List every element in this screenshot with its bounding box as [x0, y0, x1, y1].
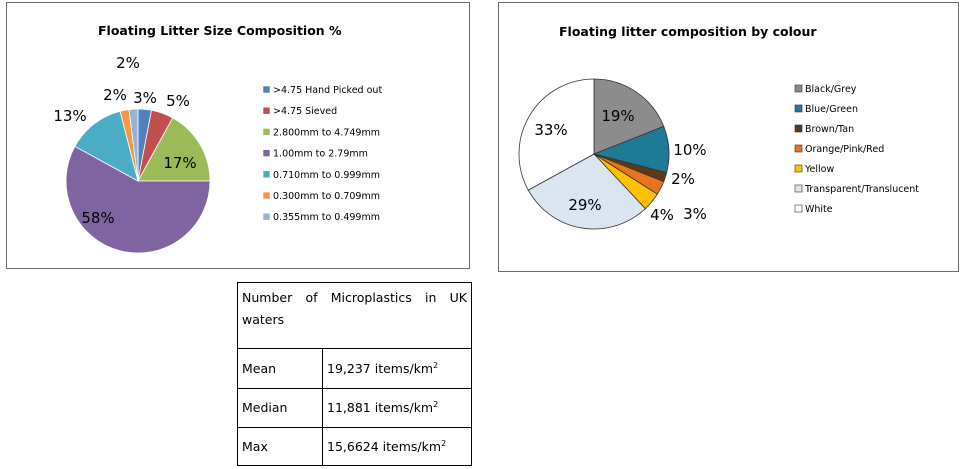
- pie-slice-0-710mm-to-0-999mm: [74, 110, 139, 182]
- colour-composition-chart: Floating litter composition by colour 19…: [498, 2, 959, 272]
- data-label: 5%: [166, 92, 190, 110]
- legend-swatch: [794, 184, 803, 193]
- row-label: Mean: [237, 348, 323, 389]
- data-label: 2%: [103, 86, 127, 104]
- legend-swatch: [794, 164, 803, 173]
- header-word: Number: [242, 290, 293, 305]
- header-word: Microplastics: [330, 290, 412, 305]
- legend-entry: Transparent/Translucent: [804, 184, 919, 195]
- legend-entry: 0.355mm to 0.499mm: [273, 212, 380, 223]
- colour-pie-svg: 19% 10% 2% 3% 4% 29% 33% Black/Grey Blue/Green Br…: [518, 78, 919, 230]
- size-pie-svg: 3% 5% 17% 58% 13% 2% 2% >4.75 Hand Picked out >4…: [53, 54, 382, 254]
- data-label: 29%: [568, 196, 601, 214]
- data-label: 2%: [671, 170, 695, 188]
- legend-swatch: [262, 149, 271, 157]
- data-label: 58%: [81, 209, 114, 227]
- pie-slice-black-grey: [593, 78, 665, 155]
- legend-swatch: [262, 191, 271, 200]
- legend-swatch: [794, 84, 803, 93]
- row-value: 19,237 items/km2: [322, 348, 472, 389]
- legend-swatch: [794, 104, 803, 113]
- header-word: in: [424, 290, 437, 305]
- pie-slice-0-355mm-to-0-499mm: [128, 108, 139, 182]
- legend-entry: White: [805, 204, 833, 215]
- legend-entry: Brown/Tan: [805, 124, 854, 135]
- chart-title: Floating Litter Size Composition %: [98, 23, 342, 38]
- data-label: 33%: [534, 121, 567, 139]
- data-label: 4%: [650, 206, 674, 224]
- chart-title: Floating litter composition by colour: [559, 24, 817, 39]
- legend-entry: >4.75 Hand Picked out: [273, 85, 382, 96]
- data-label: 17%: [163, 154, 196, 172]
- data-label: 2%: [116, 54, 140, 72]
- legend-entry: Black/Grey: [805, 84, 857, 95]
- table-row: Median 11,881 items/km2: [237, 387, 472, 428]
- pie-slice-1-00mm-to-2-79mm: [65, 145, 211, 254]
- legend-entry: 1.00mm to 2.79mm: [273, 149, 368, 160]
- row-label: Max: [237, 426, 323, 467]
- pie-slice-2-800mm-to-4-749mm: [137, 117, 211, 182]
- row-value: 15,6624 items/km2: [322, 426, 472, 467]
- microplastics-table: Number of Microplastics in UK waters Mea…: [237, 281, 472, 467]
- legend-entry: 2.800mm to 4.749mm: [273, 127, 380, 138]
- header-word: of: [305, 290, 318, 305]
- row-label: Median: [237, 387, 323, 428]
- data-label: 10%: [673, 141, 706, 159]
- header-word: UK: [449, 290, 467, 305]
- legend-swatch: [262, 106, 271, 115]
- legend-entry: 0.300mm to 0.709mm: [273, 191, 380, 202]
- legend-entry: >4.75 Sieved: [273, 106, 337, 117]
- row-value: 11,881 items/km2: [322, 387, 472, 428]
- legend-entry: Yellow: [804, 164, 834, 175]
- table-row: Mean 19,237 items/km2: [237, 348, 472, 389]
- legend-entry: Blue/Green: [805, 104, 858, 115]
- table-row: Max 15,6624 items/km2: [237, 426, 472, 467]
- legend-swatch: [262, 170, 271, 179]
- pie-slice-white: [518, 78, 595, 191]
- data-label: 3%: [133, 89, 157, 107]
- legend-swatch: [794, 144, 803, 153]
- legend-swatch: [794, 124, 803, 133]
- legend-entry: 0.710mm to 0.999mm: [273, 170, 380, 181]
- legend-swatch: [794, 204, 803, 213]
- table-header-line-2: waters: [242, 312, 285, 327]
- legend-swatch: [262, 128, 271, 136]
- table-header: Number of Microplastics in UK waters: [237, 281, 472, 350]
- table-header-line-1: Number of Microplastics in UK: [242, 287, 471, 309]
- size-composition-chart: Floating Litter Size Composition % 3% 5% 1…: [6, 2, 470, 269]
- pie-slice-transparent-translucent: [527, 153, 646, 230]
- data-label: 3%: [683, 205, 707, 223]
- data-label: 19%: [601, 107, 634, 125]
- legend-swatch: [262, 85, 271, 94]
- data-label: 13%: [53, 107, 86, 125]
- legend-entry: Orange/Pink/Red: [805, 144, 884, 155]
- legend-swatch: [262, 212, 271, 221]
